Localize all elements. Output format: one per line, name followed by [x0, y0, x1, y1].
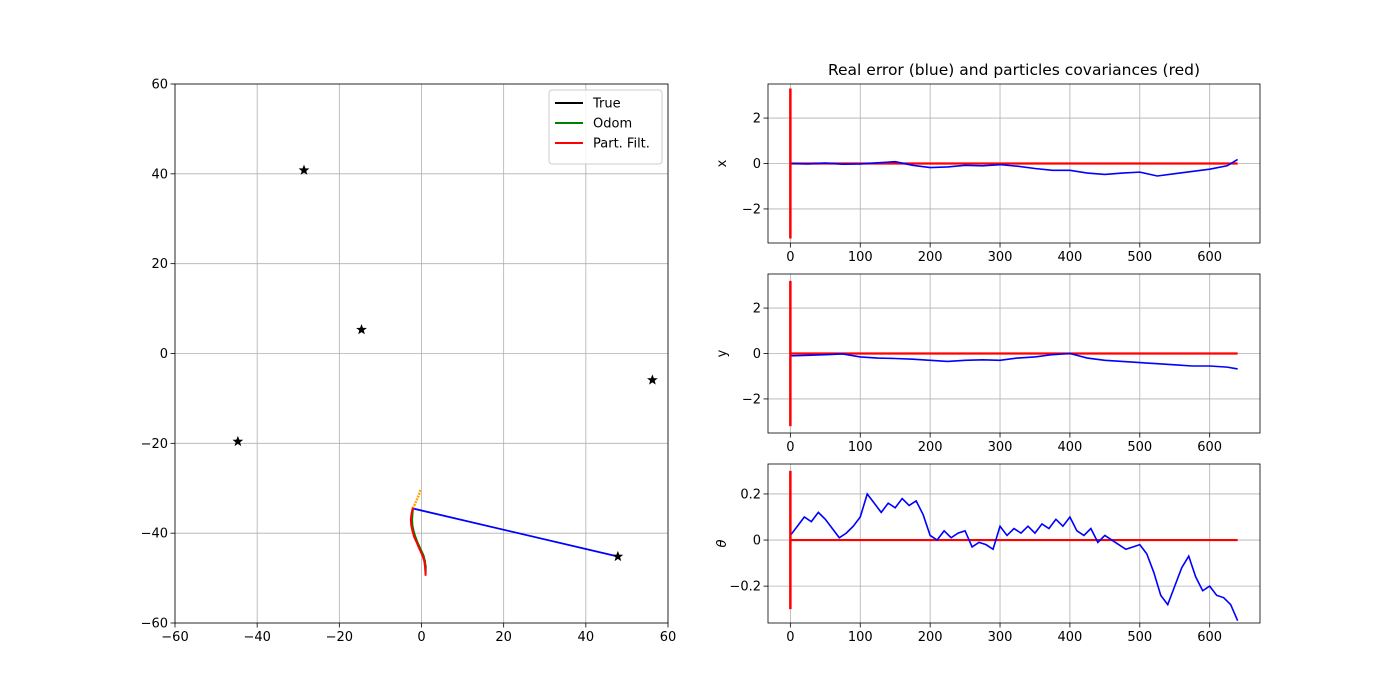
x-tick-label: −60 — [161, 630, 188, 645]
chart-title: Real error (blue) and particles covarian… — [828, 61, 1200, 79]
legend-label: True — [592, 97, 621, 112]
trajectory-map-plot: −60 −40 −20 0 20 40 60 −60 −40 −20 0 20 40 60 True Odom… — [141, 78, 677, 646]
y-tick-label: −2 — [742, 392, 761, 407]
x-tick-label: 300 — [988, 250, 1013, 265]
landmark-star-marker — [356, 324, 367, 335]
landmark-star-marker — [298, 164, 310, 175]
x-tick-label: 100 — [848, 250, 873, 265]
legend-label: Part. Filt. — [593, 137, 650, 152]
legend-label: Odom — [593, 117, 632, 132]
x-tick-label: 100 — [848, 630, 873, 645]
filter-trajectory-line — [409, 507, 427, 576]
real-error-line — [789, 492, 1239, 622]
y-axis-label: θ — [715, 539, 730, 547]
x-tick-label: 0 — [786, 630, 794, 645]
landmark-star-marker — [647, 374, 658, 385]
particles-cloud — [411, 489, 422, 509]
y-tick-label: 20 — [151, 257, 168, 272]
y-tick-label: −20 — [141, 437, 168, 452]
y-tick-label: −60 — [141, 617, 168, 632]
x-tick-label: 0 — [417, 630, 425, 645]
y-tick-label: 40 — [151, 167, 168, 182]
x-tick-label: 40 — [578, 630, 595, 645]
x-tick-label: 300 — [988, 630, 1013, 645]
y-tick-label: −0.2 — [729, 580, 761, 595]
y-tick-label: −2 — [742, 202, 761, 217]
real-error-line — [790, 158, 1239, 177]
x-tick-label: 200 — [918, 250, 943, 265]
y-error-plot: 0 100 200 300 400 500 600 −2 0 2 y — [715, 273, 1261, 455]
x-tick-label: 60 — [660, 630, 677, 645]
x-tick-label: 500 — [1127, 630, 1152, 645]
landmark-star-marker — [232, 435, 244, 447]
y-tick-label: 0 — [753, 157, 761, 172]
real-error-line — [790, 352, 1238, 370]
x-tick-label: 300 — [988, 440, 1013, 455]
x-tick-label: −20 — [326, 630, 353, 645]
y-axis-label: y — [715, 349, 730, 357]
theta-error-plot: 0 100 200 300 400 500 600 −0.2 0 0.2 θ — [715, 463, 1261, 645]
y-tick-label: 60 — [151, 78, 168, 93]
x-tick-label: 400 — [1057, 250, 1082, 265]
x-tick-label: 0 — [786, 250, 794, 265]
x-tick-label: 500 — [1127, 250, 1152, 265]
x-tick-label: 600 — [1197, 630, 1222, 645]
x-tick-label: 200 — [918, 630, 943, 645]
y-tick-label: 0.2 — [740, 487, 761, 502]
x-tick-label: −40 — [243, 630, 270, 645]
y-tick-label: 2 — [753, 302, 761, 317]
x-tick-label: 400 — [1057, 630, 1082, 645]
y-axis-label: x — [715, 159, 730, 167]
x-tick-label: 600 — [1197, 440, 1222, 455]
x-tick-label: 20 — [495, 630, 512, 645]
y-tick-label: 0 — [753, 347, 761, 362]
axes-frame — [767, 463, 1261, 624]
landmark-star-marker — [612, 550, 624, 562]
y-tick-label: 2 — [753, 112, 761, 127]
x-tick-label: 0 — [786, 440, 794, 455]
x-tick-label: 500 — [1127, 440, 1152, 455]
legend-box — [548, 89, 663, 165]
x-error-plot: 0 100 200 300 400 500 600 −2 0 2 x Real error (blue… — [715, 61, 1261, 265]
x-tick-label: 600 — [1197, 250, 1222, 265]
y-tick-label: 0 — [160, 347, 168, 362]
x-tick-label: 400 — [1057, 440, 1082, 455]
y-tick-label: −40 — [141, 527, 168, 542]
x-tick-label: 200 — [918, 440, 943, 455]
sensor-measurement-line — [412, 507, 619, 558]
y-tick-label: 0 — [753, 534, 761, 549]
x-tick-label: 100 — [848, 440, 873, 455]
